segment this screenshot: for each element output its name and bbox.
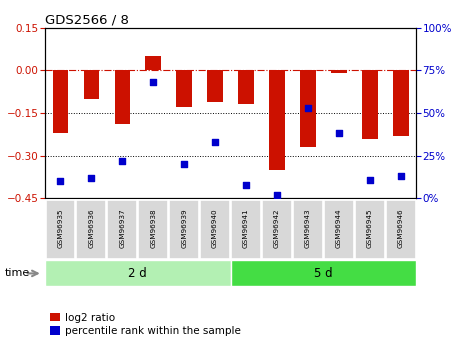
Point [366,177,374,183]
Bar [293,200,323,259]
Point [242,182,250,187]
Bar [77,200,106,259]
Text: GSM96936: GSM96936 [88,208,94,248]
Legend: log2 ratio, percentile rank within the sample: log2 ratio, percentile rank within the s… [50,313,241,336]
Bar [45,200,75,259]
Bar [200,200,230,259]
Text: GSM96939: GSM96939 [181,208,187,248]
Bar [45,260,231,286]
Text: GDS2566 / 8: GDS2566 / 8 [45,13,129,27]
Bar [362,70,377,139]
Text: GSM96946: GSM96946 [398,208,404,248]
Point [397,174,404,179]
Point [119,158,126,164]
Bar [139,200,168,259]
Text: GSM96935: GSM96935 [57,208,63,248]
Bar [169,200,199,259]
Point [335,131,342,136]
Text: GSM96941: GSM96941 [243,208,249,248]
Bar [386,200,416,259]
Bar [269,70,285,170]
Point [211,139,219,145]
Bar [231,200,261,259]
Bar [176,70,192,107]
Bar [238,70,254,105]
Bar [300,70,315,147]
Text: 2 d: 2 d [128,267,147,280]
Bar [324,200,354,259]
Point [57,179,64,184]
Bar [146,56,161,70]
Bar [107,200,137,259]
Text: GSM96937: GSM96937 [119,208,125,248]
Bar [84,70,99,99]
Text: time: time [5,268,30,278]
Point [273,192,281,198]
Bar [207,70,223,101]
Text: GSM96938: GSM96938 [150,208,156,248]
Bar [331,70,347,73]
Point [88,175,95,181]
Text: GSM96940: GSM96940 [212,208,218,248]
Bar [355,200,385,259]
Point [149,79,157,85]
Text: 5 d: 5 d [314,267,333,280]
Text: GSM96943: GSM96943 [305,208,311,248]
Point [180,161,188,167]
Bar [53,70,68,133]
Bar [262,200,292,259]
Text: GSM96944: GSM96944 [336,208,342,248]
Bar [231,260,416,286]
Text: GSM96942: GSM96942 [274,208,280,248]
Text: GSM96945: GSM96945 [367,208,373,248]
Point [304,105,312,111]
Bar [393,70,409,136]
Bar [114,70,130,125]
